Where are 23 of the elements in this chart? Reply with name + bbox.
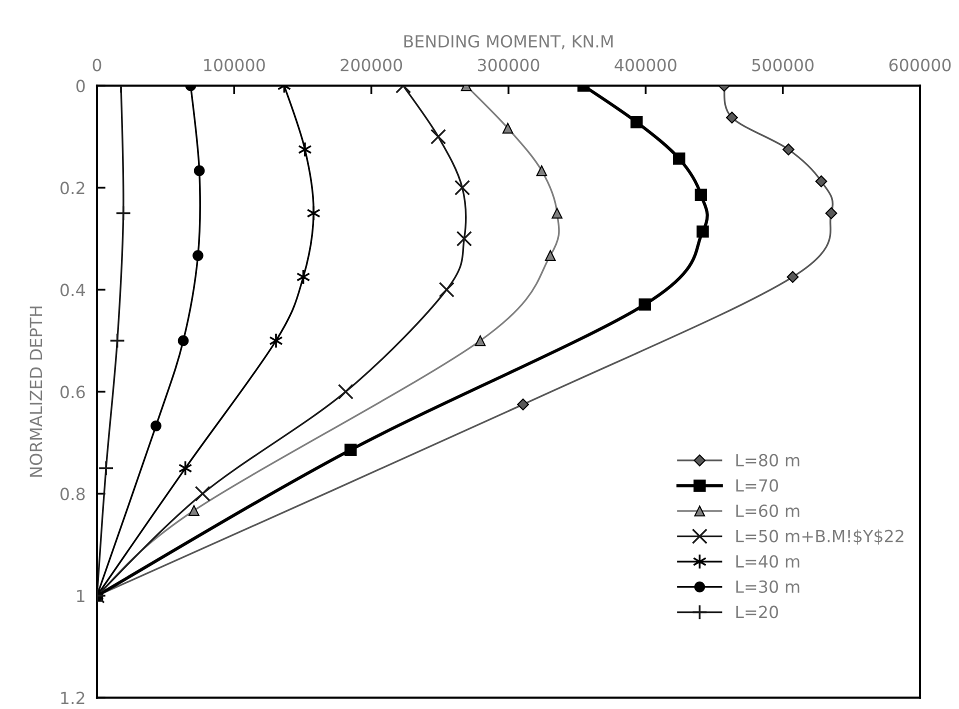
legend-label: L=30 m [736,580,800,593]
y-tick-label: 1.2 [61,692,84,704]
legend-label: L=80 m [736,454,800,466]
x-tick-label: 100000 [204,58,265,72]
y-tick-label: 0.2 [60,182,84,194]
x-tick-label: 200000 [340,58,402,72]
y-tick-label: 0 [76,80,85,92]
legend-label: L=60 m [736,504,800,518]
x-tick-label: 0 [92,58,102,72]
x-tick-label: 600000 [889,58,951,72]
legend-label: L=50 m+B.M!$Y$22 [736,529,904,545]
x-tick-label: 500000 [752,58,814,72]
y-tick-label: 1 [77,590,84,602]
y-axis-title: NORMALIZED DEPTH [30,306,42,477]
legend-label: L=20 [736,606,778,618]
x-tick-label: 400000 [614,58,676,72]
y-tick-label: 0.8 [60,488,85,500]
x-axis-title: BENDING MOMENT, KN.M [404,34,613,50]
y-tick-label: 0.4 [60,284,85,296]
y-tick-label: 0.6 [60,386,85,398]
legend-label: L=40 m [736,555,800,568]
x-tick-label: 300000 [478,58,540,72]
legend-label: L=70 [736,479,778,492]
